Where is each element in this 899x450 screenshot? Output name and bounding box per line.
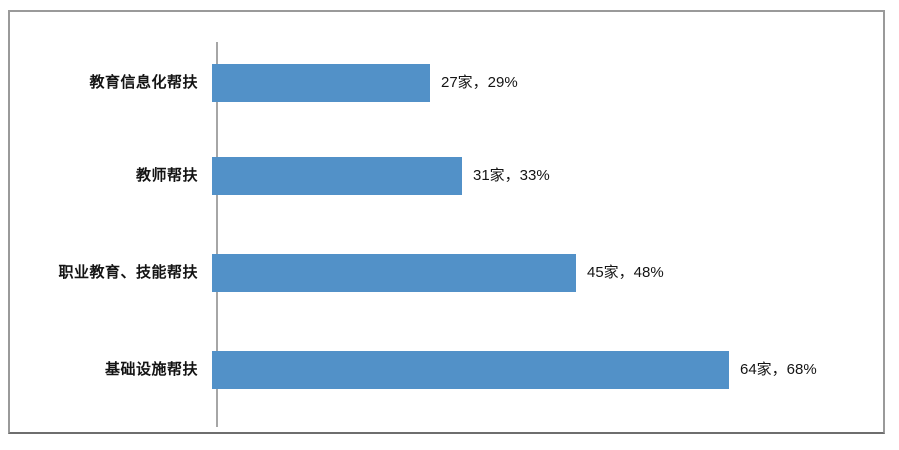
- category-label: 教师帮扶: [135, 167, 198, 184]
- data-label: 45家，48%: [587, 264, 664, 281]
- category-label: 基础设施帮扶: [104, 361, 198, 378]
- chart-frame: 教育信息化帮扶 27家，29% 教师帮扶 31家，33% 职业教育、技能帮扶 4…: [8, 10, 885, 434]
- bar: [212, 64, 430, 102]
- bar-row: 教师帮扶 31家，33%: [2, 157, 899, 195]
- bar-row: 基础设施帮扶 64家，68%: [2, 351, 899, 389]
- data-label: 31家，33%: [473, 167, 550, 184]
- bar: [212, 254, 576, 292]
- y-axis-line: [216, 42, 218, 427]
- bar-row: 教育信息化帮扶 27家，29%: [2, 64, 899, 102]
- bar-row: 职业教育、技能帮扶 45家，48%: [2, 254, 899, 292]
- data-label: 64家，68%: [740, 361, 817, 378]
- bar: [212, 351, 729, 389]
- category-label: 教育信息化帮扶: [89, 74, 198, 91]
- category-label: 职业教育、技能帮扶: [58, 264, 198, 281]
- bar: [212, 157, 462, 195]
- data-label: 27家，29%: [441, 74, 518, 91]
